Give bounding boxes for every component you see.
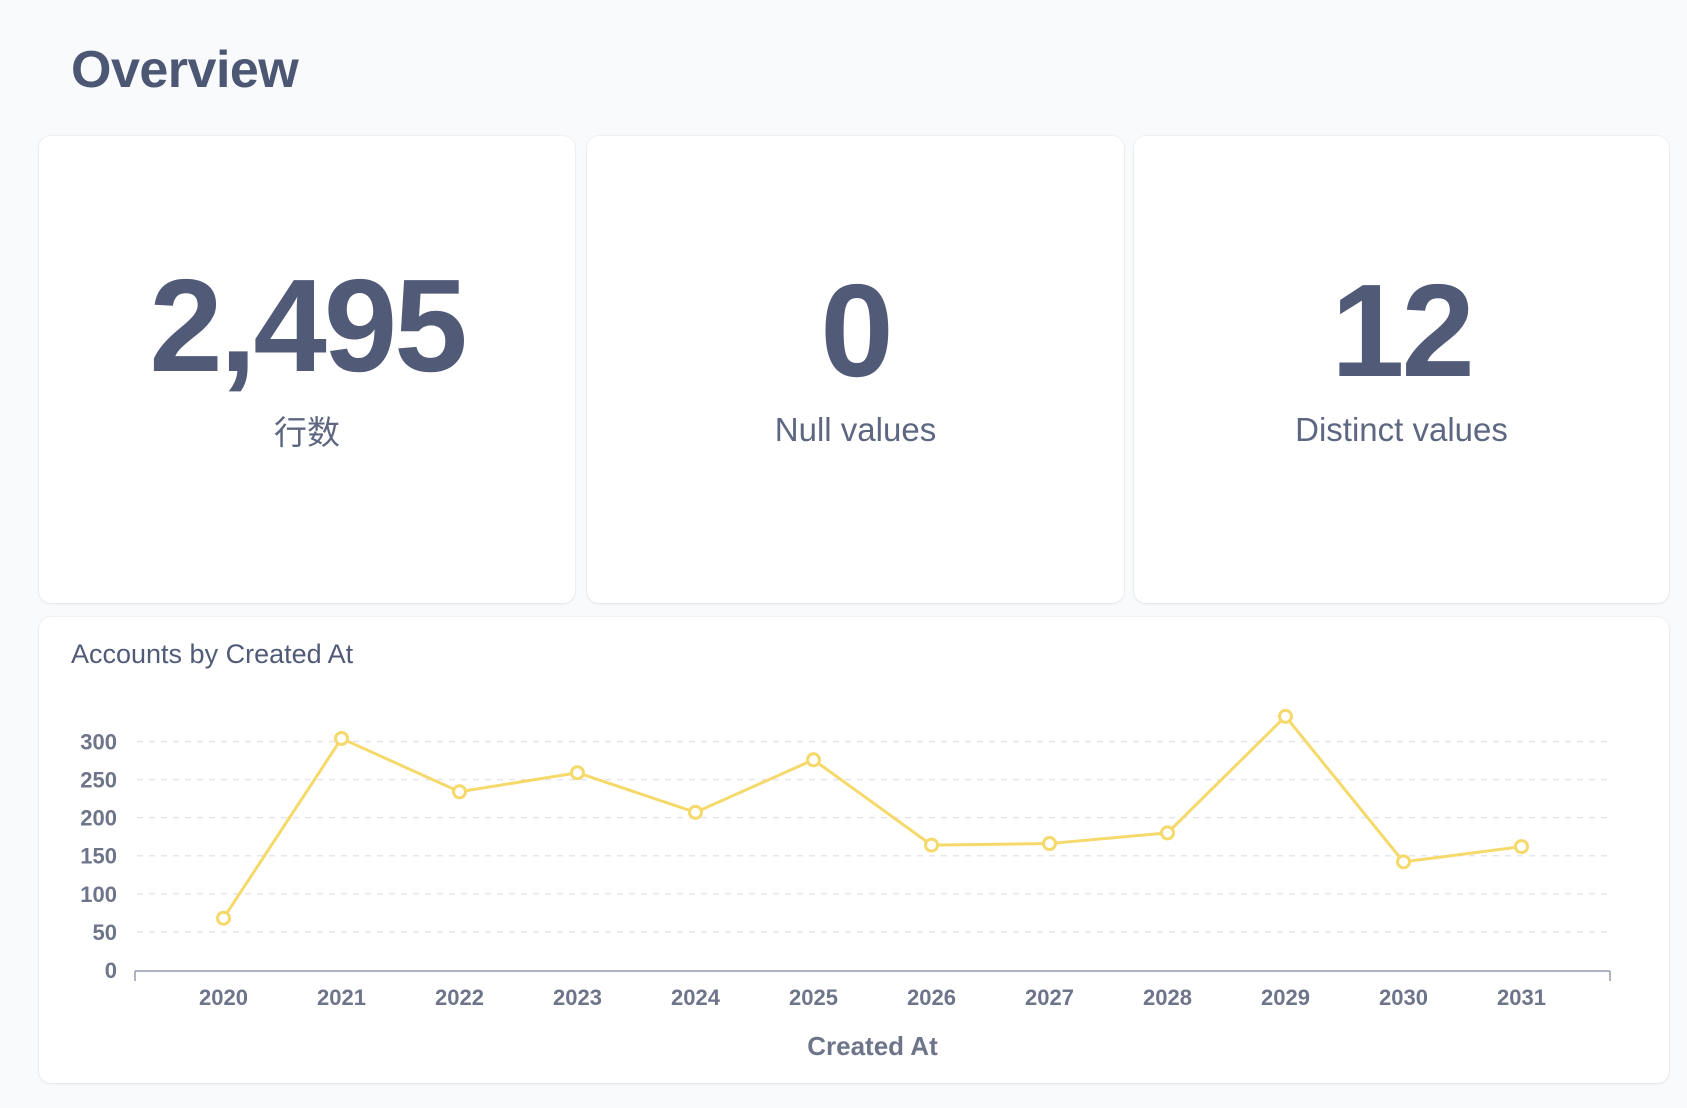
accounts-by-created-at-chart-card: Accounts by Created At 0 50 100 150 200 250 30… bbox=[39, 617, 1669, 1083]
data-point[interactable] bbox=[806, 752, 821, 768]
y-axis: 0 50 100 150 200 250 300 bbox=[80, 729, 117, 983]
null-values-card: 0 Null values bbox=[587, 136, 1124, 603]
x-tick-label: 2024 bbox=[671, 985, 721, 1010]
null-values-value: 0 bbox=[820, 256, 893, 404]
series-layer bbox=[216, 708, 1529, 926]
x-tick-label: 2020 bbox=[199, 985, 248, 1010]
distinct-values-value: 12 bbox=[1331, 256, 1475, 404]
x-tick-label: 2025 bbox=[789, 985, 838, 1010]
y-tick-label: 200 bbox=[80, 806, 117, 831]
row-count-card: 2,495 行数 bbox=[39, 136, 575, 603]
data-point[interactable] bbox=[688, 804, 703, 820]
x-axis: 2020 2021 2022 2023 2024 2025 2026 2027 2028 2029… bbox=[134, 970, 1611, 1010]
x-tick-label: 2027 bbox=[1025, 985, 1074, 1010]
x-tick-label: 2022 bbox=[435, 985, 484, 1010]
y-tick-label: 150 bbox=[80, 844, 117, 869]
y-tick-label: 0 bbox=[105, 958, 117, 983]
page-title: Overview bbox=[71, 41, 299, 99]
x-tick-label: 2023 bbox=[553, 985, 602, 1010]
x-tick-label: 2026 bbox=[907, 985, 956, 1010]
null-values-label: Null values bbox=[774, 410, 937, 448]
data-point[interactable] bbox=[570, 765, 585, 781]
data-point[interactable] bbox=[1160, 825, 1175, 841]
data-point[interactable] bbox=[1514, 839, 1529, 855]
row-count-value: 2,495 bbox=[149, 251, 467, 399]
y-tick-label: 50 bbox=[93, 920, 117, 945]
data-point[interactable] bbox=[334, 730, 349, 746]
data-point[interactable] bbox=[452, 784, 467, 800]
distinct-values-card: 12 Distinct values bbox=[1134, 136, 1669, 603]
y-tick-label: 300 bbox=[80, 729, 117, 754]
x-tick-label: 2021 bbox=[317, 985, 366, 1010]
row-count-label: 行数 bbox=[274, 413, 340, 451]
data-point[interactable] bbox=[1042, 836, 1057, 852]
data-point[interactable] bbox=[216, 910, 231, 926]
series-line bbox=[222, 714, 1522, 920]
data-point[interactable] bbox=[924, 837, 939, 853]
x-tick-label: 2031 bbox=[1497, 985, 1546, 1010]
x-axis-title: Created At bbox=[807, 1031, 938, 1061]
chart-title: Accounts by Created At bbox=[71, 639, 354, 669]
distinct-values-label: Distinct values bbox=[1295, 410, 1508, 448]
data-point[interactable] bbox=[1278, 708, 1293, 724]
y-tick-label: 250 bbox=[80, 768, 117, 793]
grid-lines bbox=[137, 740, 1610, 933]
x-tick-label: 2029 bbox=[1261, 985, 1310, 1010]
x-tick-label: 2030 bbox=[1379, 985, 1428, 1010]
data-point[interactable] bbox=[1396, 854, 1411, 870]
x-tick-label: 2028 bbox=[1143, 985, 1192, 1010]
y-tick-label: 100 bbox=[80, 882, 117, 907]
